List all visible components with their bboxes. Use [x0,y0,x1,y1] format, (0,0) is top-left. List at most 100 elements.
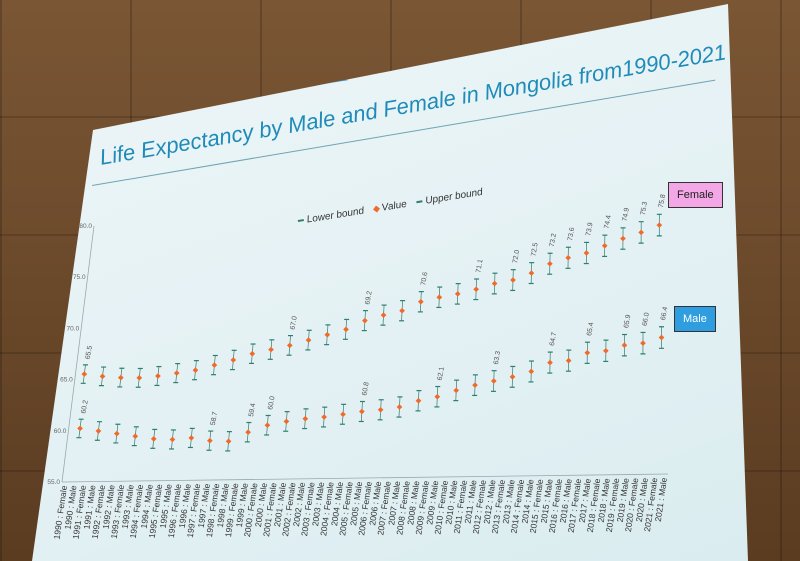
female-2015-value-point [547,260,553,267]
male-2016-value-point [565,357,572,364]
male-1997-data-label: 58.7 [210,411,219,426]
female-1990-data-label: 65.5 [85,345,94,360]
male-1996-value-point [188,435,195,441]
y-tick-label-1: 60.0 [54,428,67,435]
female-2000-value-point [268,346,274,353]
male-1997-value-point [207,437,213,444]
female-1993-value-point [136,375,143,381]
male-2019-data-label: 65.9 [623,314,632,329]
male-2014-value-point [528,368,535,375]
female-1994-value-point [155,373,161,379]
y-tick-label-5: 80.0 [79,223,92,230]
female-1996-value-point [192,367,199,373]
female-2005-value-point [362,317,368,324]
male-2011-value-point [472,382,478,388]
female-2013-data-label: 72.0 [512,249,521,264]
female-2015-data-label: 73.2 [549,233,558,248]
male-2000-value-point [264,422,271,429]
male-2013-value-point [509,374,516,380]
female-2019-data-label: 74.9 [622,207,631,222]
female-2001-value-point [286,342,293,349]
male-2017-value-point [584,349,591,356]
male-2005-value-point [359,408,365,415]
female-2011-data-label: 71.1 [475,259,484,274]
female-2006-value-point [380,312,387,318]
female-2003-value-point [324,331,331,338]
y-tick-label-2: 65.0 [60,377,73,384]
female-2021-data-label: 75.8 [658,194,667,209]
male-2015-data-label: 64.7 [549,332,558,347]
male-1995-value-point [169,436,176,443]
y-tick-label-3: 70.0 [67,325,80,332]
male-2015-value-point [547,359,553,366]
female-2019-value-point [620,235,626,242]
y-tick-label-0: 55.0 [47,479,60,486]
female-1990-value-point [81,371,88,377]
female-2012-value-point [491,280,498,287]
female-2016-value-point [565,254,572,261]
male-2009-value-point [434,393,441,400]
female-1998-value-point [230,357,237,363]
male-2006-value-point [377,406,384,413]
male-1991-value-point [95,428,102,434]
male-2020-data-label: 66.0 [642,312,651,327]
male-1992-value-point [114,430,120,437]
y-tick-label-4: 75.0 [73,274,86,281]
male-2002-value-point [302,415,309,422]
female-1992-value-point [117,374,124,381]
female-2021-value-point [656,222,663,228]
female-2011-value-point [473,286,480,293]
female-1999-value-point [249,350,256,357]
female-2013-value-point [510,277,516,283]
female-1995-value-point [173,370,180,376]
male-2020-value-point [640,340,646,346]
female-2018-data-label: 74.4 [603,215,612,230]
male-2008-value-point [415,397,422,404]
female-2008-value-point [417,298,424,305]
female-2018-value-point [601,242,608,249]
female-2017-value-point [583,250,590,256]
female-2017-data-label: 73.9 [585,222,594,237]
female-2009-value-point [436,294,443,301]
male-1990-data-label: 60.2 [80,400,89,415]
female-2005-data-label: 69.2 [364,290,373,305]
male-2019-value-point [621,342,628,349]
x-axis [61,473,669,483]
male-2007-value-point [396,404,403,410]
male-label-box: Male [674,306,716,332]
male-2003-value-point [321,414,327,420]
male-2021-data-label: 66.4 [660,306,669,321]
male-2010-value-point [453,387,460,394]
male-2000-data-label: 60.0 [267,396,276,411]
female-2004-value-point [343,326,349,333]
male-1999-data-label: 59.4 [248,403,257,418]
male-2004-value-point [340,411,346,418]
male-1999-value-point [245,429,251,436]
male-2018-value-point [603,347,609,354]
male-2005-data-label: 60.8 [361,381,370,396]
female-2008-data-label: 70.6 [420,271,429,286]
male-1990-value-point [77,425,83,432]
male-1994-value-point [150,436,157,442]
male-2009-data-label: 62.1 [437,366,446,381]
female-1997-value-point [211,362,218,368]
male-2012-value-point [490,378,497,384]
female-2020-data-label: 75.3 [640,201,649,216]
male-2012-data-label: 63.3 [493,350,502,365]
female-2002-value-point [305,337,312,343]
y-axis [61,225,95,483]
female-2007-value-point [399,307,405,314]
female-2020-value-point [638,229,644,236]
female-2010-value-point [454,291,461,297]
male-1998-value-point [225,438,232,445]
female-label-box: Female [668,182,723,208]
female-2014-data-label: 72.5 [530,242,539,257]
male-2021-value-point [658,334,665,341]
female-2014-value-point [528,270,535,276]
female-2016-data-label: 73.6 [567,227,576,242]
male-1993-value-point [132,433,139,440]
female-2001-data-label: 67.0 [290,316,299,331]
female-1991-value-point [99,373,106,380]
male-2017-data-label: 65.4 [586,322,595,337]
